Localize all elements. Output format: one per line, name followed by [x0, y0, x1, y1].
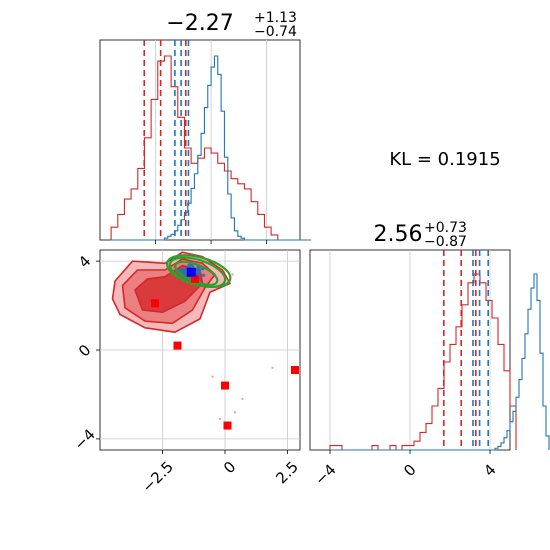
marginal-param-1-title-sub: −0.74: [254, 24, 297, 40]
marginal-param-2-title-sup: +0.73: [424, 220, 467, 236]
joint-faint-sample-point: [218, 417, 222, 421]
marginal-param-2-tick-label: 0: [400, 461, 419, 480]
joint-contents: [111, 251, 299, 430]
marginal-param-2-panel: −4 0 4 2.56 +0.73 −0.87: [309, 220, 550, 489]
joint-y-tick-label: −4: [71, 425, 99, 453]
joint-red-square-marker: [221, 381, 229, 390]
joint-faint-sample-point: [271, 366, 274, 369]
joint-faint-sample-point: [211, 375, 214, 378]
marginal-param-1-title-sup: +1.13: [254, 10, 297, 26]
joint-x-tick-label: 0: [220, 458, 239, 477]
marginal-param-1-panel: −2.27 +1.13 −0.74: [99, 10, 312, 244]
marginal-param-2-blue-histogram: [330, 273, 550, 451]
joint-x-tick-label: 2.5: [272, 458, 302, 488]
kl-divergence-label: KL = 0.1915: [389, 149, 500, 170]
joint-blue-sample-point: [180, 269, 185, 273]
joint-blue-sample-point: [197, 270, 202, 274]
joint-blue-sample-point: [201, 273, 205, 278]
joint-faint-sample-point: [231, 273, 234, 276]
joint-blue-sample-point: [194, 270, 199, 274]
marginal-param-2-histograms: [329, 250, 550, 451]
marginal-param-2-title-sub: −0.87: [424, 234, 467, 250]
marginal-param-1-title-main: −2.27: [166, 11, 233, 36]
marginal-param-2-ticks: −4 0 4: [311, 450, 500, 489]
joint-blue-sample-point: [188, 263, 192, 267]
joint-green-ellipse: [166, 254, 232, 288]
marginal-param-2-title-main: 2.56: [374, 222, 423, 247]
joint-blue-square-marker: [186, 267, 196, 277]
joint-red-square-marker: [191, 274, 199, 283]
joint-red-square-marker: [291, 366, 299, 374]
joint-faint-sample-point: [233, 411, 237, 414]
joint-faint-sample-point: [241, 397, 244, 401]
marginal-param-2-red-histogram: [329, 273, 517, 451]
marginal-param-2-tick-label: −4: [311, 461, 339, 489]
marginal-param-1-title: −2.27: [166, 11, 233, 36]
marginal-param-2-tick-label: 4: [480, 461, 499, 480]
marginal-param-1-ticks: [155, 240, 268, 244]
joint-y-tick-label: 0: [75, 341, 94, 360]
joint-y-tick-label: 4: [75, 252, 94, 271]
marginal-param-1-red-histogram: [110, 55, 312, 241]
joint-red-square-marker: [223, 421, 232, 430]
marginal-param-1-histograms: [110, 40, 312, 241]
marginal-param-1-frame: [99, 39, 301, 241]
joint-panel: −2.5 0 2.5 −4 0 4: [71, 249, 302, 496]
marginal-param-2-grid: [329, 250, 491, 450]
marginal-param-1-blue-histogram: [111, 55, 312, 241]
joint-red-square-marker: [173, 341, 182, 350]
joint-red-square-marker: [151, 299, 159, 308]
joint-x-tick-label: −2.5: [138, 458, 176, 496]
